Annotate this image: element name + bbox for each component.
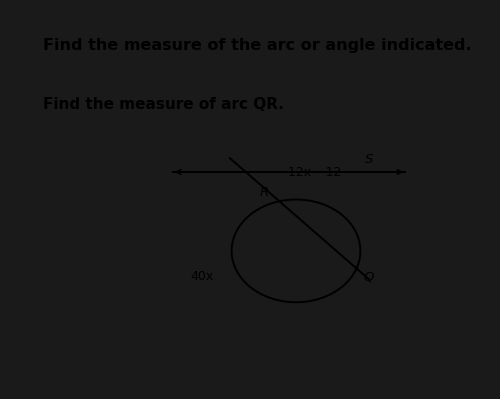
Text: Q: Q	[363, 270, 374, 283]
Text: Find the measure of the arc or angle indicated.: Find the measure of the arc or angle ind…	[43, 38, 472, 53]
Text: 40x: 40x	[190, 270, 214, 283]
Text: S: S	[365, 154, 374, 166]
Text: 12x− 12: 12x− 12	[288, 166, 341, 179]
Text: R: R	[260, 186, 269, 199]
Text: Find the measure of arc QR.: Find the measure of arc QR.	[43, 97, 284, 112]
